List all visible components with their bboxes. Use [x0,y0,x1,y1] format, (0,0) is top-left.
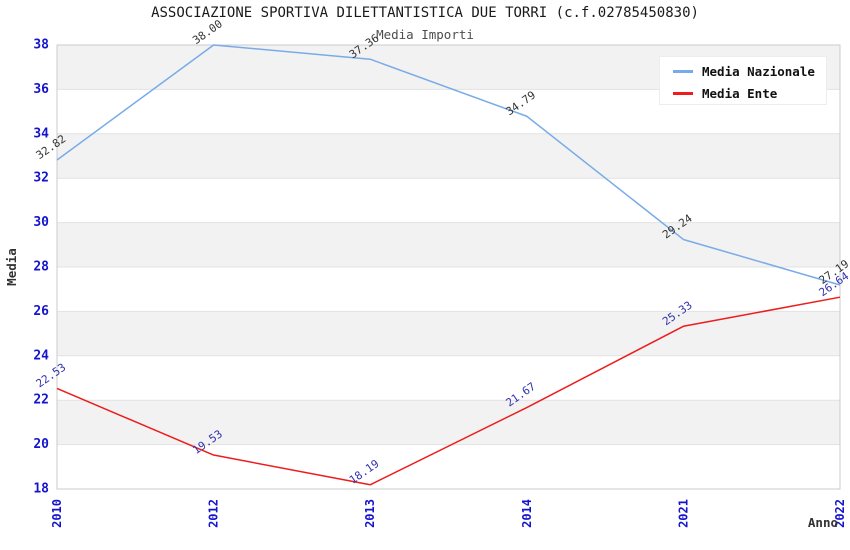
series-line-media-nazionale [56,44,841,286]
x-tick-label: 2010 [50,499,64,528]
x-axis-title: Anno [808,515,838,530]
y-tick-label: 20 [33,437,49,452]
y-tick-label: 38 [33,38,49,53]
plot-band [57,133,840,179]
y-tick-label: 18 [33,482,49,497]
y-tick-label: 28 [33,260,49,275]
series-line-media-ente [56,296,841,486]
x-tick-label: 2022 [833,499,847,528]
y-tick-label: 22 [33,393,49,408]
x-tick-label: 2013 [363,499,377,528]
line-swatch-icon [673,92,693,95]
y-tick-label: 34 [33,126,49,141]
x-tick-label: 2014 [520,499,534,528]
plot-band [57,400,840,445]
plot-border [56,44,841,490]
line-swatch-icon [673,70,693,73]
legend-item-media-ente: Media Ente [673,86,826,101]
data-label: 22.53 [34,361,69,391]
plot-band [57,311,840,356]
y-tick-label: 32 [33,171,49,186]
y-tick-label: 36 [33,82,49,97]
chart-title: ASSOCIAZIONE SPORTIVA DILETTANTISTICA DU… [151,5,699,21]
y-axis-title: Media [4,248,19,286]
y-tick-label: 26 [33,304,49,319]
plot-band [57,222,840,267]
y-tick-label: 30 [33,215,49,230]
legend: Media Nazionale Media Ente [659,56,827,105]
legend-label: Media Nazionale [702,64,815,79]
data-label: 38.00 [190,17,225,47]
legend-item-media-nazionale: Media Nazionale [673,64,826,79]
legend-label: Media Ente [702,86,778,101]
x-tick-label: 2021 [676,499,690,528]
y-tick-label: 24 [33,348,49,363]
x-tick-label: 2012 [207,499,221,528]
chart-subtitle: Media Importi [376,27,474,42]
